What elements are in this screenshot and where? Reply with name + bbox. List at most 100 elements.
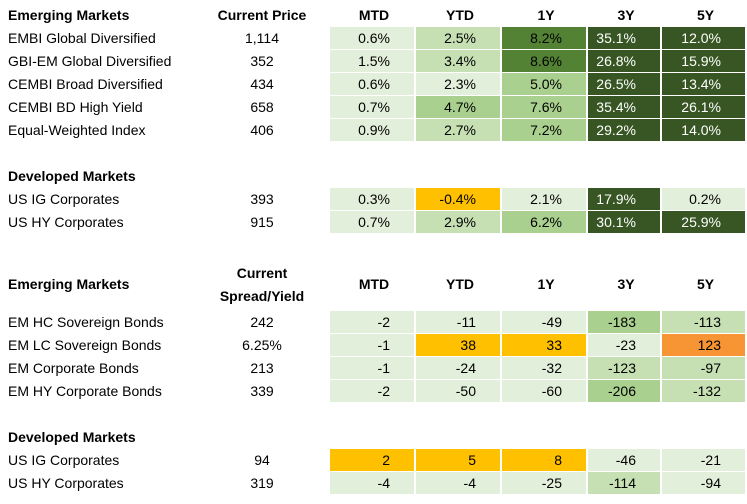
- cell-fill: [662, 380, 745, 402]
- cell-fill: [588, 357, 660, 379]
- cell-value: -113: [694, 314, 721, 330]
- period-header: 1Y: [537, 276, 555, 292]
- cell-fill: [416, 96, 500, 118]
- period-header: 1Y: [537, 7, 555, 23]
- cell-fill: [588, 380, 660, 402]
- cell-fill: [588, 211, 660, 233]
- cell-value: 29.2%: [596, 122, 636, 138]
- period-header: MTD: [358, 276, 390, 292]
- cell-fill: [416, 334, 500, 356]
- cell-fill: [330, 188, 414, 210]
- cell-value: 26.8%: [596, 53, 636, 69]
- cell-fill: [662, 311, 745, 333]
- cell-value: 8: [554, 452, 562, 468]
- cell-fill: [662, 449, 745, 471]
- cell-value: -60: [541, 383, 562, 399]
- cell-fill: [662, 357, 745, 379]
- row-name: EM Corporate Bonds: [8, 360, 139, 376]
- cell-value: 2.1%: [530, 191, 562, 207]
- cell-fill: [662, 96, 745, 118]
- cell-fill: [588, 334, 660, 356]
- cell-value: 15.9%: [681, 53, 721, 69]
- section-header: Emerging Markets: [8, 7, 130, 23]
- cell-value: 0.7%: [358, 214, 390, 230]
- cell-value: 0.6%: [358, 30, 390, 46]
- cell-value: -94: [700, 475, 721, 491]
- cell-fill: [330, 380, 414, 402]
- row-name: US IG Corporates: [8, 191, 120, 207]
- cell-fill: [330, 211, 414, 233]
- period-header: MTD: [358, 7, 390, 23]
- cell-value: -97: [700, 360, 721, 376]
- period-header: 5Y: [696, 7, 715, 23]
- cell-value: -2: [377, 314, 390, 330]
- row-name: GBI-EM Global Diversified: [8, 53, 172, 69]
- cell-value: 14.0%: [681, 122, 721, 138]
- row-name: US HY Corporates: [8, 214, 124, 230]
- period-header: 3Y: [617, 276, 635, 292]
- cell-value: 26.1%: [681, 99, 721, 115]
- cell-value: 0.2%: [689, 191, 721, 207]
- cell-value: -21: [700, 452, 721, 468]
- cell-fill: [502, 27, 586, 49]
- cell-fill: [502, 357, 586, 379]
- cell-fill: [416, 50, 500, 72]
- cell-fill: [330, 311, 414, 333]
- cell-fill: [330, 334, 414, 356]
- cell-fill: [330, 73, 414, 95]
- cell-fill: [416, 472, 500, 494]
- current-value: 319: [250, 475, 274, 491]
- period-header: 3Y: [617, 7, 635, 23]
- cell-fill: [662, 211, 745, 233]
- cell-fill: [330, 357, 414, 379]
- cell-value: -206: [607, 383, 636, 399]
- row-name: EM LC Sovereign Bonds: [8, 337, 162, 353]
- cell-fill: [416, 73, 500, 95]
- cell-value: 35.4%: [596, 99, 636, 115]
- current-value: 339: [250, 383, 274, 399]
- cell-fill: [502, 50, 586, 72]
- cell-value: 7.6%: [530, 99, 562, 115]
- cell-fill: [416, 449, 500, 471]
- cell-value: 3.4%: [444, 53, 476, 69]
- current-header: Current: [236, 264, 288, 281]
- period-header: YTD: [446, 276, 474, 292]
- row-name: EM HC Sovereign Bonds: [8, 314, 164, 330]
- cell-value: 2.5%: [444, 30, 476, 46]
- cell-value: 0.6%: [358, 76, 390, 92]
- cell-value: -2: [377, 383, 390, 399]
- current-value: 915: [250, 214, 274, 230]
- current-value: 213: [250, 360, 274, 376]
- cell-value: 2.3%: [444, 76, 476, 92]
- cell-value: 2.9%: [444, 214, 476, 230]
- cell-value: 17.9%: [596, 191, 636, 207]
- cell-value: 0.7%: [358, 99, 390, 115]
- cell-fill: [416, 357, 500, 379]
- cell-fill: [502, 449, 586, 471]
- cell-value: 7.2%: [530, 122, 562, 138]
- cell-value: -123: [607, 360, 636, 376]
- row-name: CEMBI BD High Yield: [8, 99, 143, 115]
- current-value: 658: [250, 99, 274, 115]
- group-title: Developed Markets: [8, 168, 136, 184]
- current-value: 434: [250, 76, 274, 92]
- current-value: 1,114: [245, 30, 279, 46]
- cell-value: -4: [463, 475, 476, 491]
- current-value: 242: [250, 314, 274, 330]
- cell-fill: [588, 472, 660, 494]
- cell-value: 8.2%: [530, 30, 562, 46]
- cell-fill: [416, 119, 500, 141]
- cell-value: -183: [607, 314, 636, 330]
- cell-fill: [502, 334, 586, 356]
- cell-fill: [662, 27, 745, 49]
- cell-fill: [330, 119, 414, 141]
- cell-value: 2.7%: [444, 122, 476, 138]
- current-header: Current Price: [217, 7, 307, 23]
- cell-value: -4: [377, 475, 390, 491]
- cell-fill: [588, 27, 660, 49]
- cell-value: -0.4%: [439, 191, 476, 207]
- cell-value: 5: [468, 452, 476, 468]
- row-name: US HY Corporates: [8, 475, 124, 491]
- cell-value: -132: [692, 383, 721, 399]
